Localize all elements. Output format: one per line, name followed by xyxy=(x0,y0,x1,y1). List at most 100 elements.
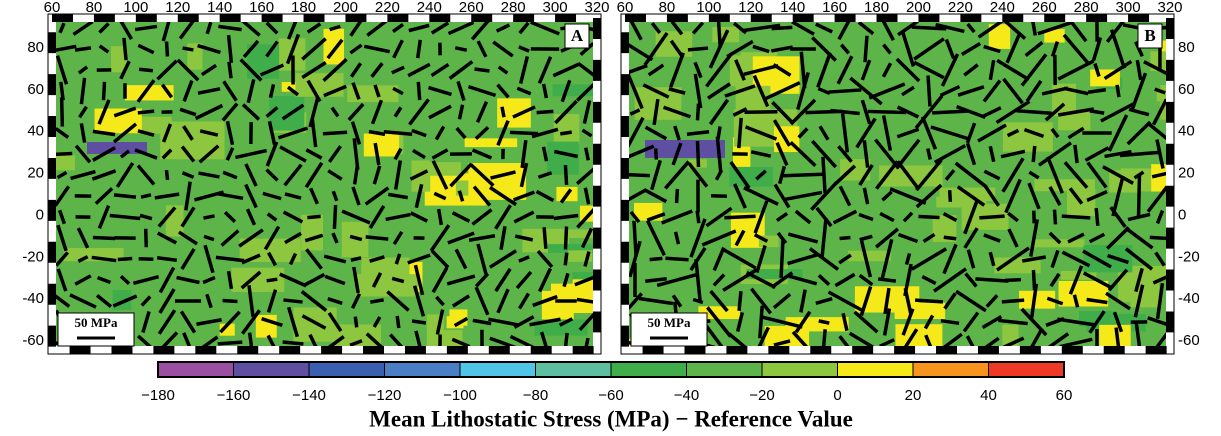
stress-bar xyxy=(712,273,726,287)
stress-bar xyxy=(301,61,327,79)
stress-bar xyxy=(988,59,996,81)
stress-bar xyxy=(625,144,655,161)
stress-bar xyxy=(370,298,384,304)
stress-bar xyxy=(896,127,920,139)
stress-patch xyxy=(1002,122,1053,152)
stress-bar xyxy=(349,62,363,78)
stress-bar xyxy=(409,211,429,223)
stress-bar xyxy=(235,148,267,160)
stress-patch xyxy=(411,160,431,192)
stress-bar xyxy=(395,315,401,329)
colorbar-tick-label: −40 xyxy=(674,387,699,404)
stress-bar xyxy=(830,108,860,116)
stress-patch xyxy=(219,323,235,336)
stress-bar xyxy=(137,43,155,55)
stress-bar xyxy=(687,162,709,188)
stress-patch xyxy=(547,244,597,253)
y-tick-label: 0 xyxy=(1178,206,1186,223)
stress-bar xyxy=(282,340,304,346)
stress-bar xyxy=(904,252,912,266)
stress-bar xyxy=(935,22,965,34)
stress-bar xyxy=(881,190,893,202)
stress-bar xyxy=(1134,322,1142,350)
stress-bar xyxy=(1046,156,1064,194)
stress-bar xyxy=(1050,127,1060,139)
stress-bar xyxy=(796,71,810,111)
stress-bar xyxy=(863,35,869,63)
stress-bar xyxy=(783,190,823,202)
stress-bar xyxy=(322,58,348,82)
stress-bar xyxy=(282,210,304,224)
stress-bar xyxy=(559,188,573,204)
stress-bar xyxy=(1068,187,1084,205)
stress-bar xyxy=(954,161,988,189)
stress-bar xyxy=(815,22,833,34)
stress-bar xyxy=(300,290,328,312)
stress-bar xyxy=(1061,214,1091,220)
stress-bar xyxy=(560,130,572,136)
colorbar-tick-label: 40 xyxy=(980,387,997,404)
stress-bar xyxy=(199,129,219,137)
stress-bar xyxy=(197,87,221,95)
stress-patch xyxy=(426,162,461,176)
stress-bar xyxy=(69,293,97,309)
stress-bar xyxy=(307,214,321,220)
stress-bar xyxy=(791,330,812,350)
stress-bar xyxy=(197,43,221,55)
stress-patch xyxy=(269,95,305,131)
stress-bar xyxy=(708,29,730,69)
stress-bar xyxy=(889,187,927,205)
stress-bar xyxy=(956,185,986,207)
stress-bar xyxy=(910,247,948,271)
stress-bar xyxy=(868,82,906,100)
stress-bar xyxy=(988,251,996,267)
stress-bar xyxy=(859,240,873,278)
stress-bar xyxy=(414,183,424,209)
stress-bar xyxy=(158,288,176,314)
stress-bar xyxy=(136,79,156,103)
stress-bar xyxy=(219,310,241,334)
stress-bar xyxy=(794,310,812,334)
stress-bar xyxy=(351,186,361,206)
stress-patch xyxy=(534,319,588,336)
stress-bar xyxy=(940,318,960,326)
stress-bar xyxy=(180,248,196,270)
stress-bar xyxy=(695,103,701,121)
stress-bar xyxy=(265,40,279,58)
stress-bar xyxy=(1049,272,1061,288)
stress-bar xyxy=(849,76,883,106)
x-tick-label: 80 xyxy=(659,0,676,16)
stress-bar xyxy=(867,109,907,115)
stress-bar xyxy=(415,39,423,59)
stress-bar xyxy=(267,121,277,145)
stress-bar xyxy=(901,308,915,336)
stress-bar xyxy=(241,253,261,265)
stress-bar xyxy=(860,59,872,81)
stress-bar xyxy=(650,159,662,191)
stress-bar xyxy=(838,253,852,265)
stress-bar xyxy=(266,251,278,267)
stress-bar xyxy=(629,108,641,116)
stress-bar xyxy=(1133,284,1145,318)
stress-bar xyxy=(753,200,769,234)
stress-bar xyxy=(180,206,196,228)
stress-bar xyxy=(642,83,670,99)
stress-bar xyxy=(394,253,402,265)
stress-bar xyxy=(529,317,561,327)
stress-bar xyxy=(1028,219,1040,257)
stress-bar xyxy=(944,169,956,181)
stress-bar xyxy=(626,72,644,110)
stress-bar xyxy=(857,20,875,36)
stress-bar xyxy=(810,139,838,169)
stress-bar xyxy=(514,234,534,242)
stress-bar xyxy=(900,31,916,67)
stress-bar xyxy=(157,331,179,350)
stress-bar xyxy=(837,145,853,163)
stress-bar xyxy=(322,130,348,136)
stress-bar xyxy=(743,186,779,206)
stress-bar xyxy=(368,205,386,229)
stress-bar xyxy=(896,160,920,190)
stress-bar xyxy=(373,142,381,166)
stress-bar xyxy=(304,161,324,189)
stress-bar xyxy=(164,41,170,57)
